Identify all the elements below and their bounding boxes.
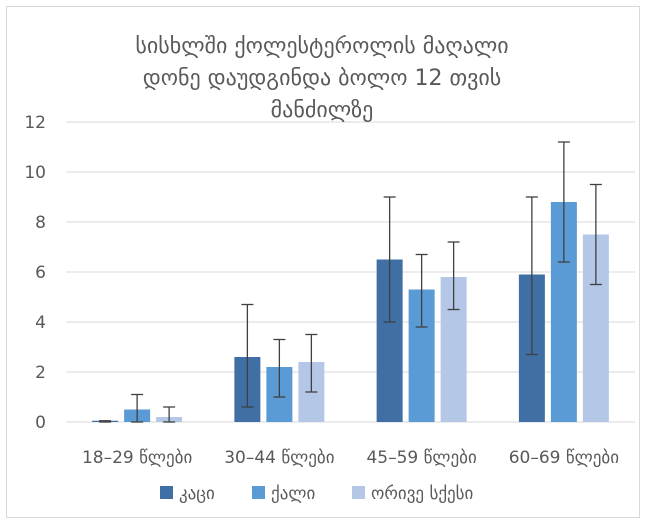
error-bars <box>99 141 602 423</box>
y-tick-label: 4 <box>35 313 46 333</box>
chart-frame <box>6 6 640 518</box>
y-tick-label: 10 <box>24 163 46 183</box>
y-tick-label: 8 <box>35 213 46 233</box>
legend-label: ქალი <box>271 484 315 504</box>
y-tick-label: 12 <box>24 113 46 133</box>
y-tick-label: 0 <box>35 413 46 433</box>
chart-title-line: მანძილზე <box>271 98 374 123</box>
chart-title-line: სისხლში ქოლესტეროლის მაღალი <box>135 34 508 59</box>
legend: კაცი ქალი ორივე სქესი <box>160 484 473 504</box>
chart-title-line: დონე დაუდგინდა ბოლო 12 თვის <box>143 66 502 91</box>
legend-swatch <box>252 486 265 499</box>
x-category-label: 45–59 წლები <box>366 448 476 468</box>
chart-title: სისხლში ქოლესტეროლის მაღალი დონე დაუდგინდ… <box>135 34 508 123</box>
y-tick-label: 2 <box>35 363 46 383</box>
x-category-label: 30–44 წლები <box>224 448 334 468</box>
y-tick-label: 6 <box>35 263 46 283</box>
x-category-label: 60–69 წლები <box>509 448 619 468</box>
y-axis-ticks: 0 2 4 6 8 10 12 <box>24 113 46 433</box>
gridlines <box>66 121 635 423</box>
x-axis-categories: 18–29 წლები 30–44 წლები 45–59 წლები 60–69 წ… <box>82 448 619 468</box>
legend-label: ორივე სქესი <box>371 484 473 504</box>
x-category-label: 18–29 წლები <box>82 448 192 468</box>
legend-swatch <box>352 486 365 499</box>
legend-label: კაცი <box>179 484 215 504</box>
legend-swatch <box>160 486 173 499</box>
